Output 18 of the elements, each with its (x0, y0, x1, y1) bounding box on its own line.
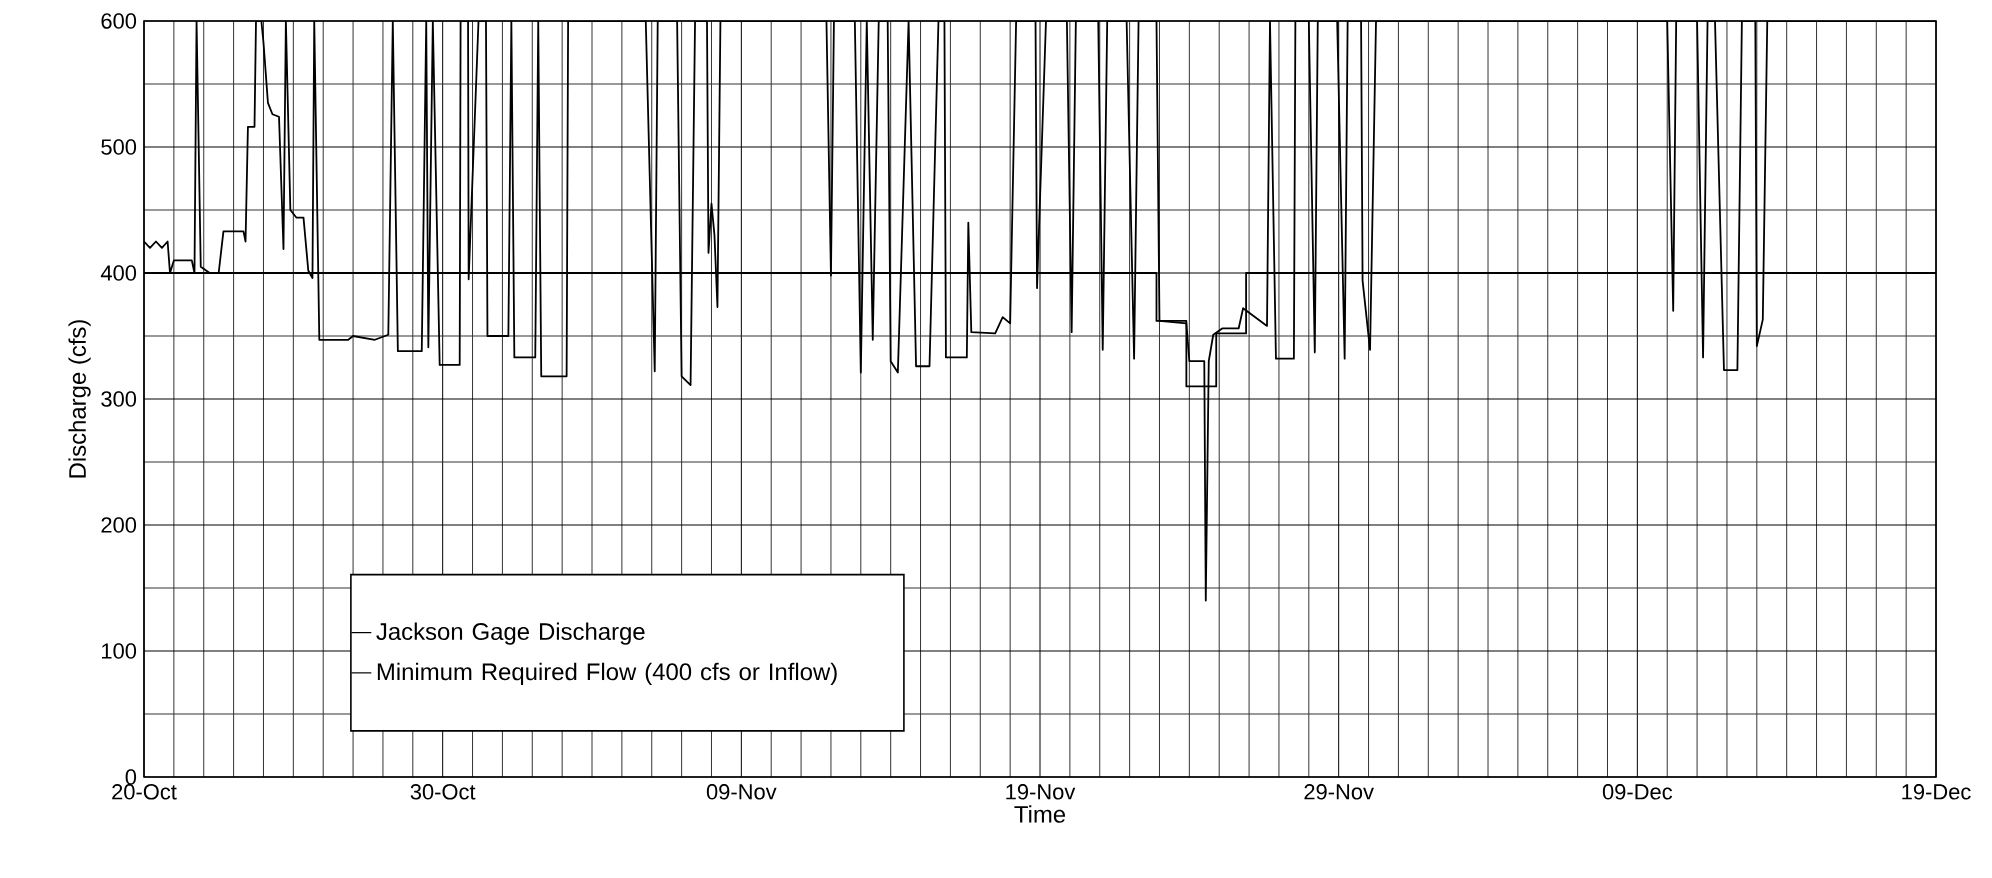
y-tick-label: 400 (100, 265, 137, 281)
x-tick-label: 09-Nov (706, 784, 777, 800)
y-tick-label: 0 (125, 769, 137, 785)
x-tick-label: 30-Oct (410, 784, 476, 800)
legend-label: Jackson Gage Discharge (376, 622, 645, 645)
x-tick-label: 09-Dec (1602, 784, 1673, 800)
y-axis-title: Discharge (cfs) (68, 320, 91, 478)
y-tick-label: 500 (101, 139, 137, 155)
y-tick-label: 300 (101, 391, 137, 407)
x-tick-label: 29-Nov (1304, 784, 1374, 800)
y-tick-label: 100 (102, 643, 137, 659)
legend-label: Minimum Required Flow (400 cfs or Inflow) (377, 662, 837, 685)
x-tick-label: 19-Dec (1902, 784, 1971, 800)
y-tick-label: 200 (101, 517, 137, 533)
x-tick-label: 20-Oct (112, 784, 177, 800)
y-tick-label: 600 (101, 13, 137, 29)
x-axis-title: Time (1014, 805, 1066, 823)
x-tick-label: 19-Nov (1006, 784, 1076, 800)
